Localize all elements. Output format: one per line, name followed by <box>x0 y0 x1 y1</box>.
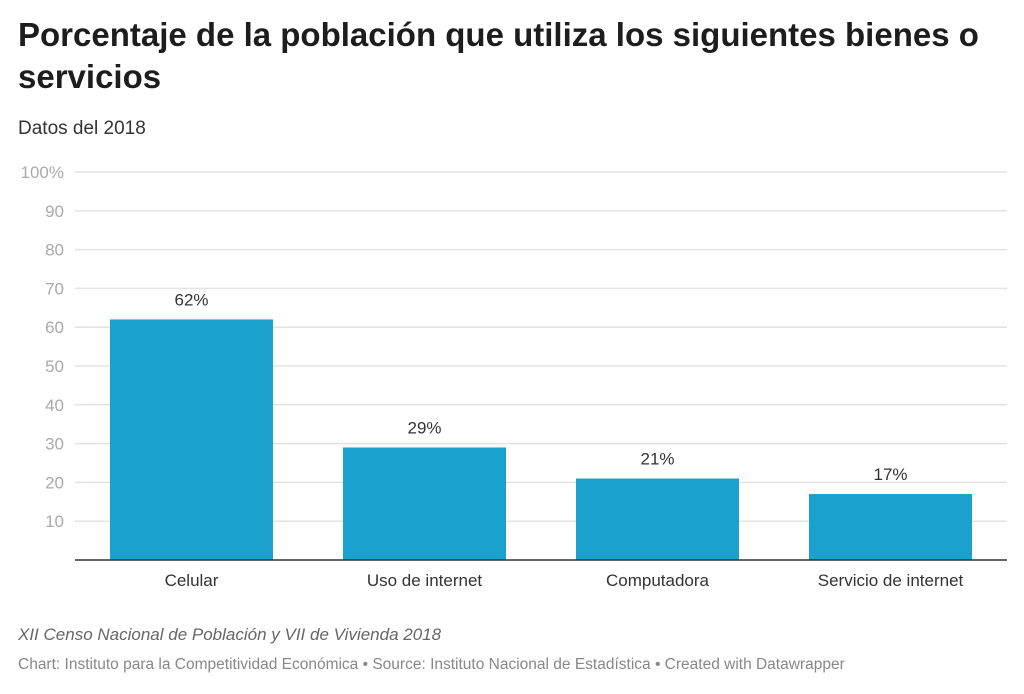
bar <box>809 494 972 560</box>
x-tick-label: Computadora <box>606 571 710 590</box>
chart-byline: Chart: Instituto para la Competitividad … <box>18 656 845 673</box>
y-tick-label: 30 <box>45 435 64 454</box>
y-tick-label: 60 <box>45 318 64 337</box>
data-label: 17% <box>873 465 907 484</box>
chart-notes: XII Censo Nacional de Población y VII de… <box>18 625 442 644</box>
y-tick-label: 100% <box>21 163 64 182</box>
bar <box>576 478 739 560</box>
x-tick-label: Uso de internet <box>367 571 483 590</box>
x-tick-label: Servicio de internet <box>818 571 964 590</box>
data-label: 21% <box>640 450 674 469</box>
y-tick-label: 90 <box>45 202 64 221</box>
y-tick-label: 80 <box>45 241 64 260</box>
data-label: 62% <box>174 290 208 309</box>
x-tick-label: Celular <box>165 571 219 590</box>
y-tick-label: 70 <box>45 279 64 298</box>
y-tick-label: 50 <box>45 357 64 376</box>
bar <box>110 319 273 560</box>
chart-subtitle: Datos del 2018 <box>18 118 146 139</box>
y-tick-label: 20 <box>45 473 64 492</box>
y-tick-label: 40 <box>45 396 64 415</box>
y-tick-label: 10 <box>45 512 64 531</box>
data-label: 29% <box>407 418 441 437</box>
chart-title: Porcentaje de la población que utiliza l… <box>18 16 979 95</box>
bar <box>343 447 506 560</box>
